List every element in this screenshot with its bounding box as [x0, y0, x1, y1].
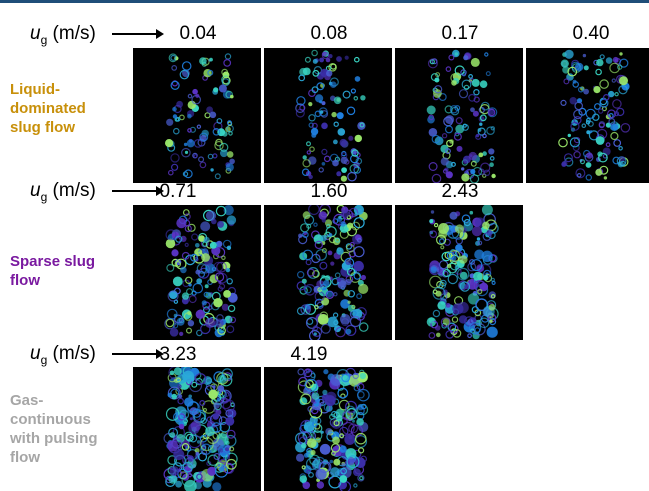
speed-label: 2.43 — [441, 181, 479, 202]
bubble-texture — [295, 49, 366, 182]
speed-label: 0.71 — [159, 181, 197, 202]
flow-image — [526, 48, 649, 183]
bubble-texture — [558, 49, 631, 181]
bubble-texture — [294, 367, 370, 491]
speed-label: 0.08 — [310, 23, 348, 44]
arrow-icon — [112, 29, 164, 39]
regime-label-sparse-slug: Sparse slug flow — [10, 253, 96, 289]
bubble-texture — [296, 205, 369, 340]
flow-image — [395, 48, 523, 183]
regime-label-liquid-dominated: Liquid- dominated slug flow — [10, 81, 86, 136]
ug-label-row2: ug (m/s) — [30, 180, 96, 204]
flow-image — [395, 205, 523, 340]
bubble-texture — [165, 53, 235, 180]
speed-label: 1.60 — [310, 181, 348, 202]
bubble-texture — [164, 205, 238, 338]
flow-image — [264, 367, 392, 491]
speed-label: 0.17 — [441, 23, 479, 44]
speed-label: 3.23 — [159, 344, 197, 365]
speed-label: 4.19 — [290, 344, 328, 365]
speed-label: 0.04 — [179, 23, 217, 44]
arrow-icon — [112, 349, 164, 359]
flow-image — [133, 367, 261, 491]
flow-image — [264, 205, 392, 340]
arrow-icon — [112, 186, 164, 196]
top-rule — [0, 0, 649, 3]
bubble-texture — [426, 205, 499, 340]
ug-label-row3: ug (m/s) — [30, 343, 96, 367]
speed-label: 0.40 — [572, 23, 610, 44]
ug-label-row1: ug (m/s) — [30, 23, 96, 47]
bubble-texture — [426, 49, 498, 183]
flow-image — [133, 205, 261, 340]
bubble-texture — [163, 367, 238, 491]
flow-image — [264, 48, 392, 183]
flow-image — [133, 48, 261, 183]
regime-label-gas-continuous: Gas- continuous with pulsing flow — [10, 392, 98, 466]
